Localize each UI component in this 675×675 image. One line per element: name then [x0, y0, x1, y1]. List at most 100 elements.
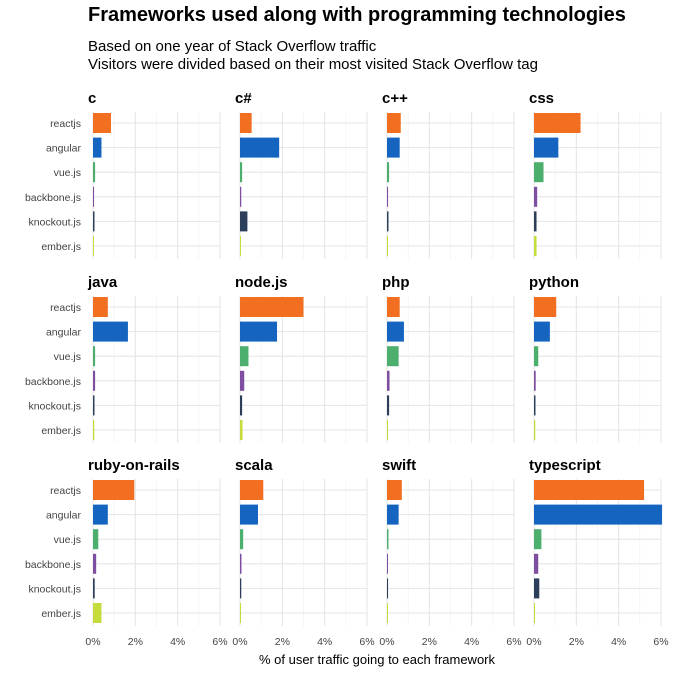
bar-knockout.js: [93, 211, 95, 232]
facet-title: ruby-on-rails: [88, 457, 180, 474]
bar-knockout.js: [240, 211, 248, 232]
bar-backbone.js: [534, 553, 539, 574]
bar-ember.js: [534, 603, 536, 623]
y-tick-label: knockout.js: [28, 400, 81, 412]
x-tick-label: 4%: [170, 636, 185, 648]
facet-title: java: [87, 274, 118, 291]
bar-angular: [387, 504, 399, 525]
bar-angular: [534, 504, 663, 525]
bar-backbone.js: [240, 370, 245, 391]
bar-reactjs: [93, 297, 108, 317]
x-tick-label: 6%: [359, 636, 374, 648]
bar-vue.js: [534, 346, 539, 367]
bar-backbone.js: [93, 370, 96, 391]
chart-subtitle-line-1: Based on one year of Stack Overflow traf…: [88, 38, 377, 55]
bar-vue.js: [387, 346, 399, 367]
bar-reactjs: [93, 480, 135, 500]
y-tick-label: reactjs: [50, 302, 81, 314]
y-tick-label: vue.js: [54, 351, 81, 363]
bar-angular: [387, 137, 400, 158]
x-tick-label: 0%: [379, 636, 394, 648]
x-tick-label: 0%: [85, 636, 100, 648]
x-tick-label: 0%: [526, 636, 541, 648]
bar-reactjs: [534, 113, 581, 133]
y-tick-label: backbone.js: [25, 376, 81, 388]
x-tick-label: 6%: [212, 636, 227, 648]
x-tick-label: 0%: [232, 636, 247, 648]
bar-knockout.js: [534, 211, 537, 232]
bar-ember.js: [93, 603, 102, 623]
x-tick-label: 6%: [506, 636, 521, 648]
bar-vue.js: [387, 529, 389, 550]
bar-reactjs: [93, 113, 111, 133]
bar-angular: [387, 321, 404, 342]
bar-backbone.js: [534, 186, 538, 207]
bar-angular: [240, 137, 280, 158]
bar-vue.js: [534, 529, 542, 550]
y-tick-label: angular: [46, 510, 82, 522]
bar-reactjs: [387, 113, 401, 133]
y-tick-label: reactjs: [50, 485, 81, 497]
facet-title: node.js: [235, 274, 288, 291]
bar-angular: [240, 504, 258, 525]
bar-angular: [93, 137, 102, 158]
bar-vue.js: [93, 162, 96, 183]
bar-reactjs: [240, 113, 252, 133]
x-tick-label: 4%: [317, 636, 332, 648]
bar-ember.js: [387, 420, 389, 440]
bar-ember.js: [387, 603, 388, 623]
bar-angular: [534, 321, 550, 342]
bar-knockout.js: [240, 395, 243, 416]
bar-knockout.js: [534, 578, 540, 599]
bar-ember.js: [534, 236, 537, 256]
bar-vue.js: [240, 529, 244, 550]
bar-reactjs: [240, 297, 304, 317]
y-tick-label: knockout.js: [28, 216, 81, 228]
bar-ember.js: [93, 236, 94, 256]
y-tick-label: angular: [46, 143, 82, 155]
facet-title: c: [88, 90, 96, 107]
bar-angular: [93, 321, 128, 342]
bar-knockout.js: [93, 578, 95, 599]
bar-reactjs: [240, 480, 264, 500]
bar-ember.js: [240, 603, 242, 623]
y-tick-label: backbone.js: [25, 559, 81, 571]
bar-reactjs: [387, 480, 402, 500]
bar-angular: [240, 321, 278, 342]
x-axis-label: % of user traffic going to each framewor…: [258, 652, 496, 667]
bar-knockout.js: [387, 395, 390, 416]
x-tick-label: 4%: [464, 636, 479, 648]
y-tick-label: knockout.js: [28, 583, 81, 595]
bar-backbone.js: [387, 553, 388, 574]
facet-title: swift: [382, 457, 416, 474]
bar-knockout.js: [387, 578, 389, 599]
bar-vue.js: [93, 529, 99, 550]
bar-backbone.js: [387, 370, 390, 391]
facet-title: scala: [235, 457, 273, 474]
bar-ember.js: [93, 420, 95, 440]
y-tick-label: vue.js: [54, 167, 81, 179]
bar-vue.js: [387, 162, 390, 183]
x-tick-label: 4%: [611, 636, 626, 648]
bar-knockout.js: [93, 395, 95, 416]
chart-title: Frameworks used along with programming t…: [88, 4, 626, 26]
bar-backbone.js: [240, 186, 242, 207]
bar-ember.js: [240, 420, 243, 440]
x-tick-label: 6%: [653, 636, 668, 648]
bar-knockout.js: [240, 578, 242, 599]
bar-backbone.js: [93, 553, 97, 574]
facet-title: python: [529, 274, 579, 291]
facet-title: php: [382, 274, 410, 291]
facet-title: typescript: [529, 457, 601, 474]
bar-knockout.js: [534, 395, 536, 416]
facet-title: css: [529, 90, 554, 107]
bar-knockout.js: [387, 211, 389, 232]
bar-backbone.js: [387, 186, 389, 207]
bar-vue.js: [240, 346, 249, 367]
bar-angular: [534, 137, 559, 158]
bar-ember.js: [240, 236, 241, 256]
bar-reactjs: [387, 297, 400, 317]
y-tick-label: angular: [46, 327, 82, 339]
bar-reactjs: [534, 297, 557, 317]
bar-backbone.js: [240, 553, 242, 574]
